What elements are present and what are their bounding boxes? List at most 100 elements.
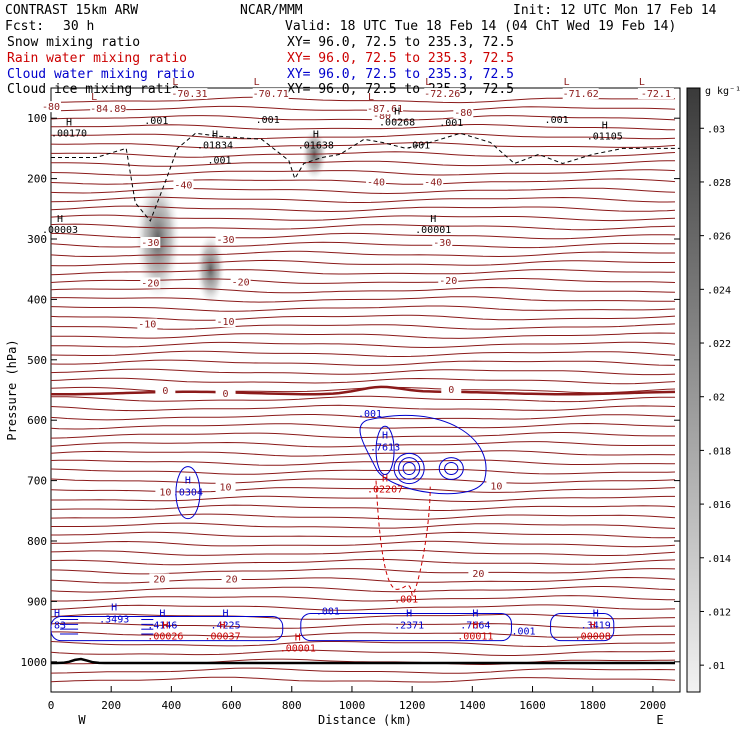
isotherm-extremum-bg — [562, 88, 599, 100]
isotherm-label-bg — [140, 277, 161, 289]
cloud-ice-contour-label: .001 — [439, 118, 463, 129]
field-cloudwater-xy: XY= 96.0, 72.5 to 235.3, 72.5 — [287, 67, 514, 82]
isotherm-label-bg — [155, 486, 176, 498]
isotherm-line — [51, 468, 676, 475]
isotherm-zero — [51, 385, 676, 396]
isotherm-label-bg — [149, 573, 170, 585]
isotherm-extremum-bg — [252, 88, 289, 100]
isotherm-line — [51, 459, 675, 466]
cloud-ice-contour-label: .001 — [256, 115, 280, 126]
isotherm-extremum-bg — [637, 88, 674, 100]
isotherm-extremum-marker: L — [254, 77, 260, 88]
isotherm-line — [51, 105, 676, 112]
isotherm-label-bg — [423, 176, 444, 188]
field-cloudice-name: Cloud ice mixing ratio — [7, 82, 179, 97]
isotherm-label: -20 — [141, 278, 159, 289]
fcst-label: Fcst: — [5, 19, 44, 34]
cloud-water-contour — [438, 457, 464, 480]
isotherm-line — [51, 649, 676, 656]
colorbar-tick-label: .012 — [707, 607, 731, 618]
isotherm-line — [51, 667, 676, 674]
isotherm-label: 10 — [159, 487, 171, 498]
isotherm-line — [51, 314, 676, 321]
isotherm-line — [51, 676, 676, 683]
isotherm-label-bg — [441, 383, 462, 395]
isotherm-label-bg — [438, 275, 459, 287]
isotherm-extremum-bg — [367, 103, 404, 115]
surface-line — [51, 657, 675, 665]
cloud-water-contour-label: .001 — [358, 409, 382, 420]
init-time: Init: 12 UTC Mon 17 Feb 14 — [513, 3, 717, 18]
isotherm-line — [51, 622, 676, 629]
rain-max-marker: H — [590, 620, 596, 631]
y-axis-title: Pressure (hPa) — [5, 339, 19, 440]
isotherm-line — [51, 450, 676, 457]
rain-contour-label: .001 — [394, 595, 418, 606]
isotherm-line — [51, 640, 676, 648]
isotherm-label-bg — [230, 276, 251, 288]
isotherm-line — [51, 368, 676, 376]
cloud-water-max-value: .0304 — [173, 488, 203, 499]
isotherm-line — [51, 549, 676, 556]
isotherm-label: 20 — [226, 574, 238, 585]
isotherm-line — [51, 187, 676, 195]
isotherm-label: 20 — [153, 574, 165, 585]
rain-max-marker: H — [220, 620, 226, 631]
cloud-water-max-value: .4225 — [211, 621, 241, 632]
colorbar — [686, 87, 701, 693]
cloud-water-max-value: .7664 — [460, 621, 490, 632]
y-tick-label: 800 — [27, 535, 47, 548]
isotherm-extremum-value: -84.89 — [90, 104, 126, 115]
x-tick-label: 200 — [101, 699, 121, 712]
y-tick-label: 200 — [27, 173, 47, 186]
x-tick-label: 400 — [161, 699, 181, 712]
cloud-ice-max-marker: H — [212, 129, 218, 140]
y-tick-label: 700 — [27, 475, 47, 488]
cloud-water-max-marker: H — [223, 609, 229, 620]
isotherm-label: -40 — [174, 181, 192, 192]
cloud-ice-max-value: .00001 — [415, 225, 451, 236]
cloud-ice-max-value: .00268 — [379, 117, 415, 128]
y-tick-label: 900 — [27, 595, 47, 608]
x-tick-label: 1400 — [459, 699, 486, 712]
cloud-water-max-marker: H — [54, 609, 60, 620]
isotherm-label: -30 — [217, 235, 235, 246]
cloud-water-contour — [550, 612, 615, 642]
x-tick-label: 800 — [282, 699, 302, 712]
cloud-ice-max-marker: H — [602, 120, 608, 131]
rain-max-value: .00037 — [204, 631, 240, 642]
isotherm-line — [51, 422, 676, 430]
cloud-ice-max-marker: H — [430, 214, 436, 225]
rain-max-value: .00001 — [280, 644, 316, 655]
isotherm-line — [51, 341, 676, 349]
cloud-ice-max-marker: H — [57, 214, 63, 225]
isotherm-extremum-bg — [90, 103, 127, 115]
isotherm-line — [51, 576, 676, 584]
cloud-water-contour — [375, 425, 395, 476]
x-axis-title: Distance (km) — [318, 713, 412, 727]
isotherm-line — [51, 169, 676, 176]
rain-max-marker: H — [382, 474, 388, 485]
colorbar-tick-label: .03 — [707, 124, 725, 135]
cloud-ice-contour-label: .001 — [545, 115, 569, 126]
plot-frame — [50, 87, 681, 693]
isotherm-line — [51, 332, 676, 339]
isotherm-line — [51, 269, 676, 276]
colorbar-tick-label: .016 — [707, 500, 731, 511]
y-tick-label: 600 — [27, 414, 47, 427]
rain-max-value: .00008 — [575, 631, 611, 642]
isotherm-label: -80 — [454, 108, 472, 119]
y-tick-label: 400 — [27, 293, 47, 306]
isotherm-extremum-value: -70.31 — [171, 89, 207, 100]
isotherm-line — [51, 441, 675, 448]
isotherm-line — [51, 286, 676, 294]
cloud-ice-max-marker: H — [66, 117, 72, 128]
isotherm-label-bg — [453, 107, 474, 119]
axis-layer: 0 200 400 600 800 1000 1200 1400 1600 1800 2000100… — [21, 112, 680, 712]
x-axis-west: W — [78, 713, 86, 727]
isotherm-line — [51, 595, 675, 602]
colorbar-unit: g kg⁻¹ — [705, 86, 740, 97]
isotherm-label: 0 — [448, 385, 454, 396]
isotherm-line — [51, 132, 676, 140]
cloud-water-contour-label: .001 — [316, 607, 340, 618]
